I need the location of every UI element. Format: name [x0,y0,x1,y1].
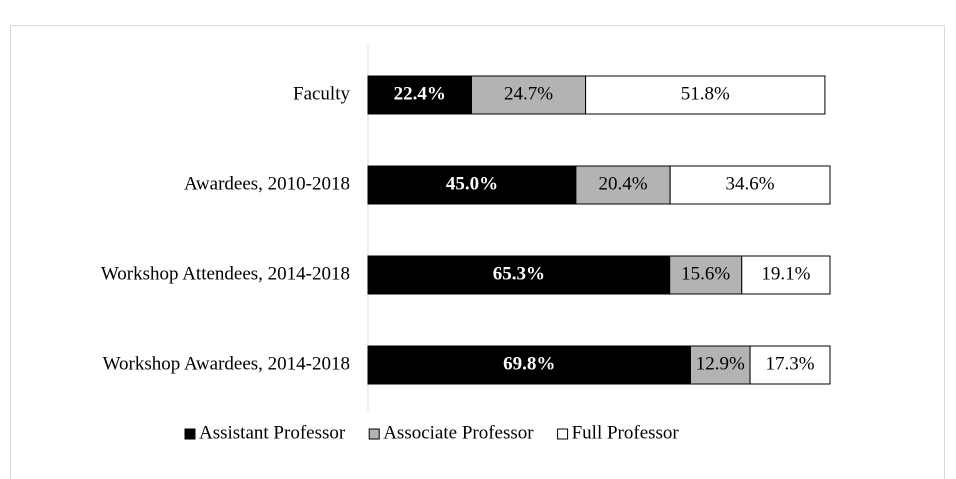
legend-swatch [557,428,569,440]
value-label: 20.4% [598,173,647,194]
bar-segment [669,165,831,205]
value-label: 12.9% [696,353,745,374]
bar-segment [575,165,671,205]
value-label: 69.8% [503,353,555,374]
legend-label: Assistant Professor [199,422,346,443]
bar-segment [367,255,671,295]
y-tick-label: Workshop Awardees, 2014-2018 [103,353,350,374]
bar-segment [689,345,751,385]
y-tick-label: Faculty [293,83,350,104]
y-tick-label: Workshop Attendees, 2014-2018 [101,263,350,284]
value-label: 17.3% [765,353,814,374]
bar-segment [367,75,472,115]
value-label: 24.7% [504,83,553,104]
value-label: 15.6% [681,263,730,284]
value-label: 45.0% [446,173,498,194]
value-label: 19.1% [761,263,810,284]
value-label: 22.4% [394,83,446,104]
bar-segment [749,345,831,385]
value-label: 65.3% [493,263,545,284]
value-label: 51.8% [681,83,730,104]
legend-swatch [368,428,380,440]
bar-segment [741,255,831,295]
bar-segment [470,75,587,115]
legend-label: Associate Professor [383,422,534,443]
bar-segment [585,75,826,115]
y-tick-label: Awardees, 2010-2018 [184,173,350,194]
legend-label: Full Professor [572,422,680,443]
value-label: 34.6% [726,173,775,194]
bar-segment [367,165,577,205]
legend-swatch [184,428,196,440]
